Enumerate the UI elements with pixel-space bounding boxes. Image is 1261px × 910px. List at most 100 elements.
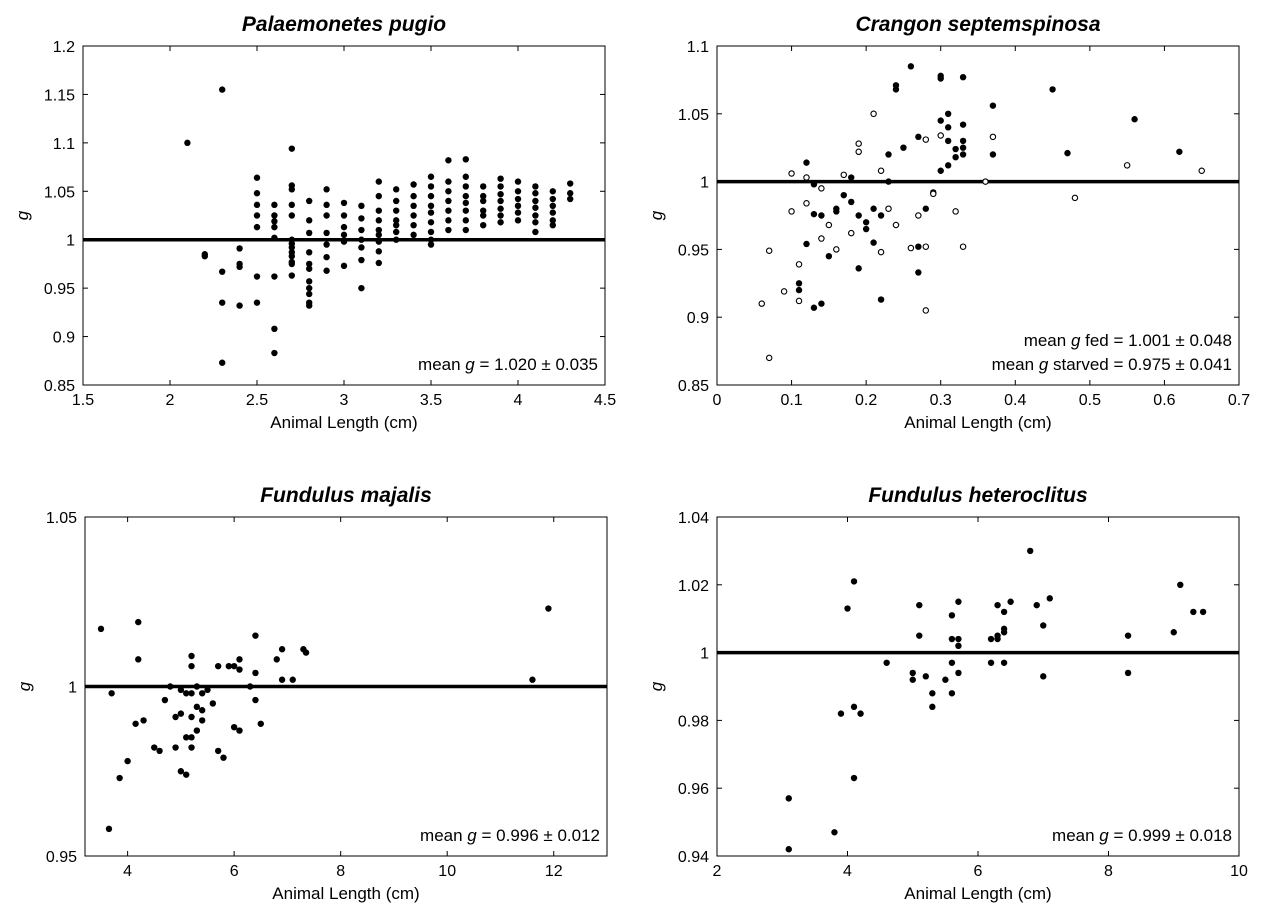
y-tick-label: 0.85 — [44, 378, 75, 395]
data-point — [219, 268, 226, 275]
data-point — [497, 197, 504, 205]
data-point — [177, 768, 185, 775]
data-point — [201, 252, 208, 260]
mean-annotation: mean g starved = 0.975 ± 0.041 — [992, 355, 1232, 374]
data-point — [810, 210, 818, 218]
data-point — [929, 703, 936, 711]
data-point-open — [959, 243, 967, 250]
data-point — [862, 219, 870, 226]
data-point — [135, 656, 142, 663]
data-point — [306, 260, 313, 268]
data-point — [514, 202, 522, 210]
series-filled — [795, 63, 1183, 311]
data-point — [271, 349, 278, 357]
data-point — [393, 228, 400, 236]
data-point-open — [795, 297, 803, 305]
y-tick-label: 1.05 — [44, 184, 75, 201]
data-point — [183, 771, 190, 778]
x-tick-label: 8 — [336, 863, 345, 880]
y-tick-label: 0.96 — [678, 781, 709, 798]
data-point — [253, 212, 261, 219]
data-point — [323, 212, 330, 219]
data-point — [289, 676, 296, 683]
data-point — [410, 192, 417, 200]
data-point — [948, 690, 956, 697]
data-point — [246, 683, 254, 690]
data-point-open — [803, 174, 810, 181]
x-tick-label: 3.5 — [420, 392, 442, 409]
data-point-open — [855, 140, 862, 147]
data-point — [514, 178, 522, 185]
data-point — [837, 710, 845, 717]
data-point — [393, 186, 400, 193]
data-point — [959, 144, 967, 151]
x-tick-label: 4 — [514, 392, 523, 409]
data-point — [955, 635, 962, 643]
data-point — [549, 188, 556, 195]
data-point — [1000, 608, 1008, 616]
y-tick-label: 0.85 — [678, 378, 709, 395]
data-point — [1131, 116, 1138, 123]
data-point — [97, 625, 105, 633]
data-point — [288, 244, 295, 251]
x-tick-label: 0.6 — [1153, 392, 1175, 409]
x-tick-label: 4.5 — [594, 392, 616, 409]
data-point — [358, 226, 365, 234]
data-point — [850, 774, 858, 782]
data-point — [942, 676, 949, 683]
data-point — [877, 296, 885, 303]
chart-title: Crangon septemspinosa — [855, 13, 1100, 36]
data-point — [850, 578, 858, 585]
data-point — [193, 683, 201, 690]
data-point — [271, 325, 278, 333]
data-point-open — [885, 205, 892, 212]
data-point — [955, 598, 962, 605]
data-point — [288, 260, 295, 268]
y-tick-label: 0.9 — [687, 310, 709, 327]
x-tick-label: 2 — [166, 392, 175, 409]
data-point — [253, 201, 261, 209]
data-point — [795, 280, 803, 287]
data-point — [944, 110, 952, 118]
data-point — [944, 162, 952, 169]
y-tick-label: 1 — [700, 175, 709, 192]
data-point — [220, 754, 227, 761]
data-point — [987, 659, 995, 666]
x-axis-label: Animal Length (cm) — [904, 884, 1051, 903]
data-point — [253, 299, 261, 306]
data-point — [288, 145, 295, 152]
data-point — [480, 212, 487, 219]
data-point — [1046, 595, 1053, 602]
data-point — [514, 209, 522, 216]
series-open — [758, 110, 1205, 362]
data-point — [857, 710, 864, 717]
data-point-open — [847, 229, 855, 237]
data-point — [567, 190, 574, 197]
data-point — [549, 202, 556, 210]
data-point-open — [1071, 194, 1079, 202]
data-point — [987, 635, 995, 643]
data-point — [288, 272, 295, 279]
data-point-open — [1123, 162, 1131, 169]
data-point — [462, 226, 469, 234]
data-point — [427, 209, 435, 216]
data-point — [462, 192, 469, 200]
data-point — [1049, 86, 1056, 93]
data-point-open — [818, 235, 825, 242]
data-point — [1177, 581, 1184, 588]
data-point — [219, 86, 226, 93]
data-point-open — [765, 354, 773, 362]
data-point — [253, 174, 261, 181]
data-point — [514, 195, 522, 203]
data-point — [358, 236, 365, 243]
data-point — [183, 690, 190, 697]
data-point — [183, 734, 190, 741]
data-point — [480, 197, 487, 205]
data-point — [915, 243, 922, 250]
data-point — [375, 192, 382, 200]
data-point — [375, 248, 382, 255]
data-point — [214, 747, 222, 755]
data-point — [427, 236, 435, 243]
data-point — [567, 180, 574, 187]
